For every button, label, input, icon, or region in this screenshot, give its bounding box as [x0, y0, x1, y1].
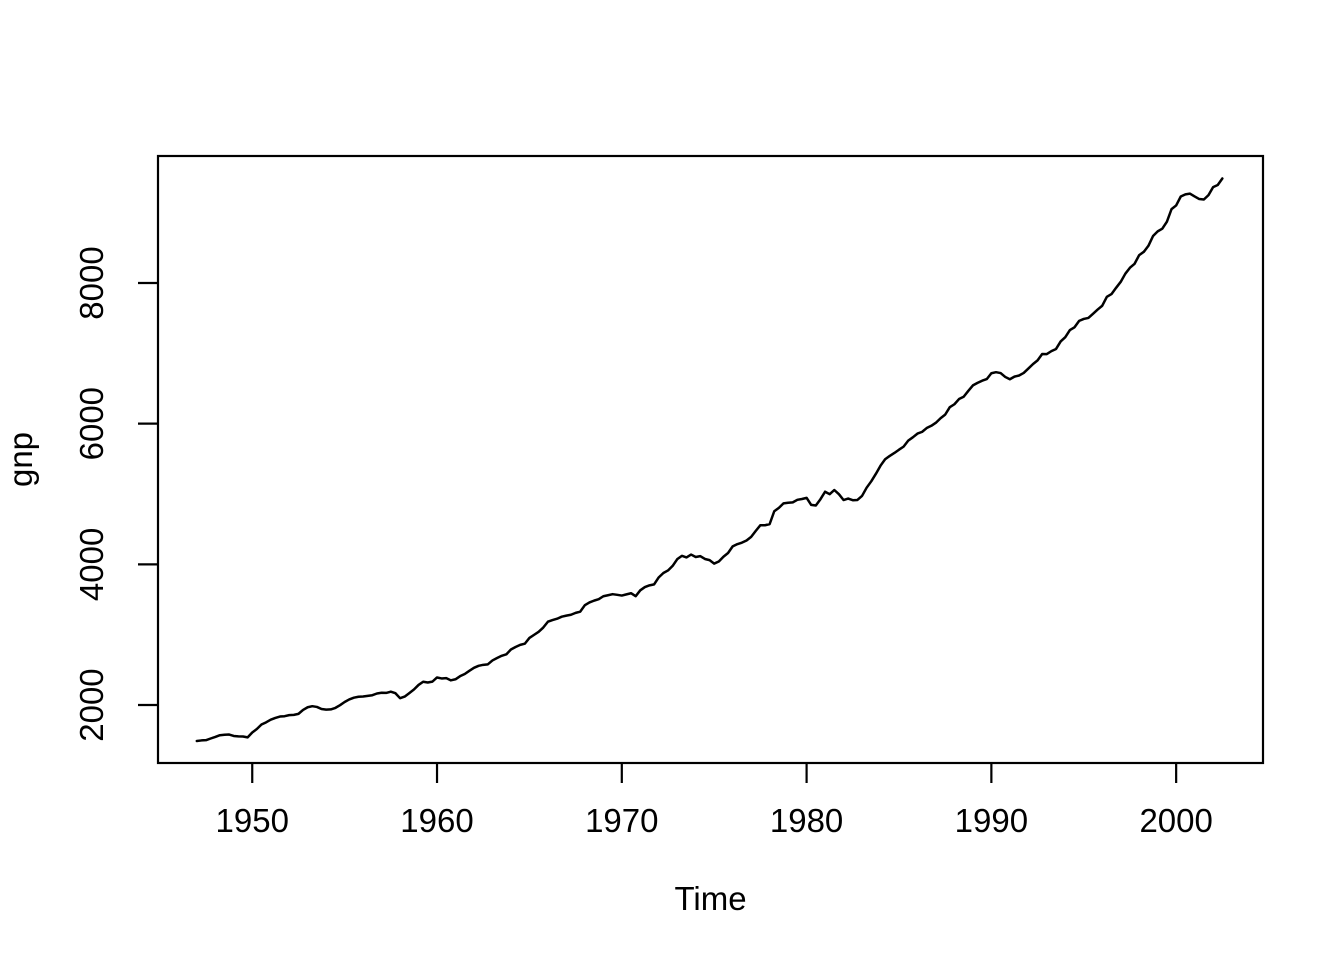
y-axis: 2000 4000 6000 8000 — [73, 246, 158, 742]
y-tick-label: 8000 — [73, 246, 110, 319]
x-tick-label: 2000 — [1139, 802, 1212, 839]
gnp-series-line — [195, 177, 1224, 743]
y-tick-label: 4000 — [73, 528, 110, 601]
plot-box — [156, 154, 1265, 765]
x-tick-label: 1950 — [216, 802, 289, 839]
x-tick-label: 1990 — [955, 802, 1028, 839]
x-axis: 1950 1960 1970 1980 1990 2000 — [216, 763, 1213, 839]
y-axis-title: gnp — [2, 432, 39, 487]
y-tick-label: 2000 — [73, 668, 110, 741]
x-tick-label: 1980 — [770, 802, 843, 839]
x-axis-title: Time — [674, 880, 746, 917]
y-tick-label: 6000 — [73, 387, 110, 460]
x-tick-label: 1970 — [585, 802, 658, 839]
x-tick-label: 1960 — [400, 802, 473, 839]
